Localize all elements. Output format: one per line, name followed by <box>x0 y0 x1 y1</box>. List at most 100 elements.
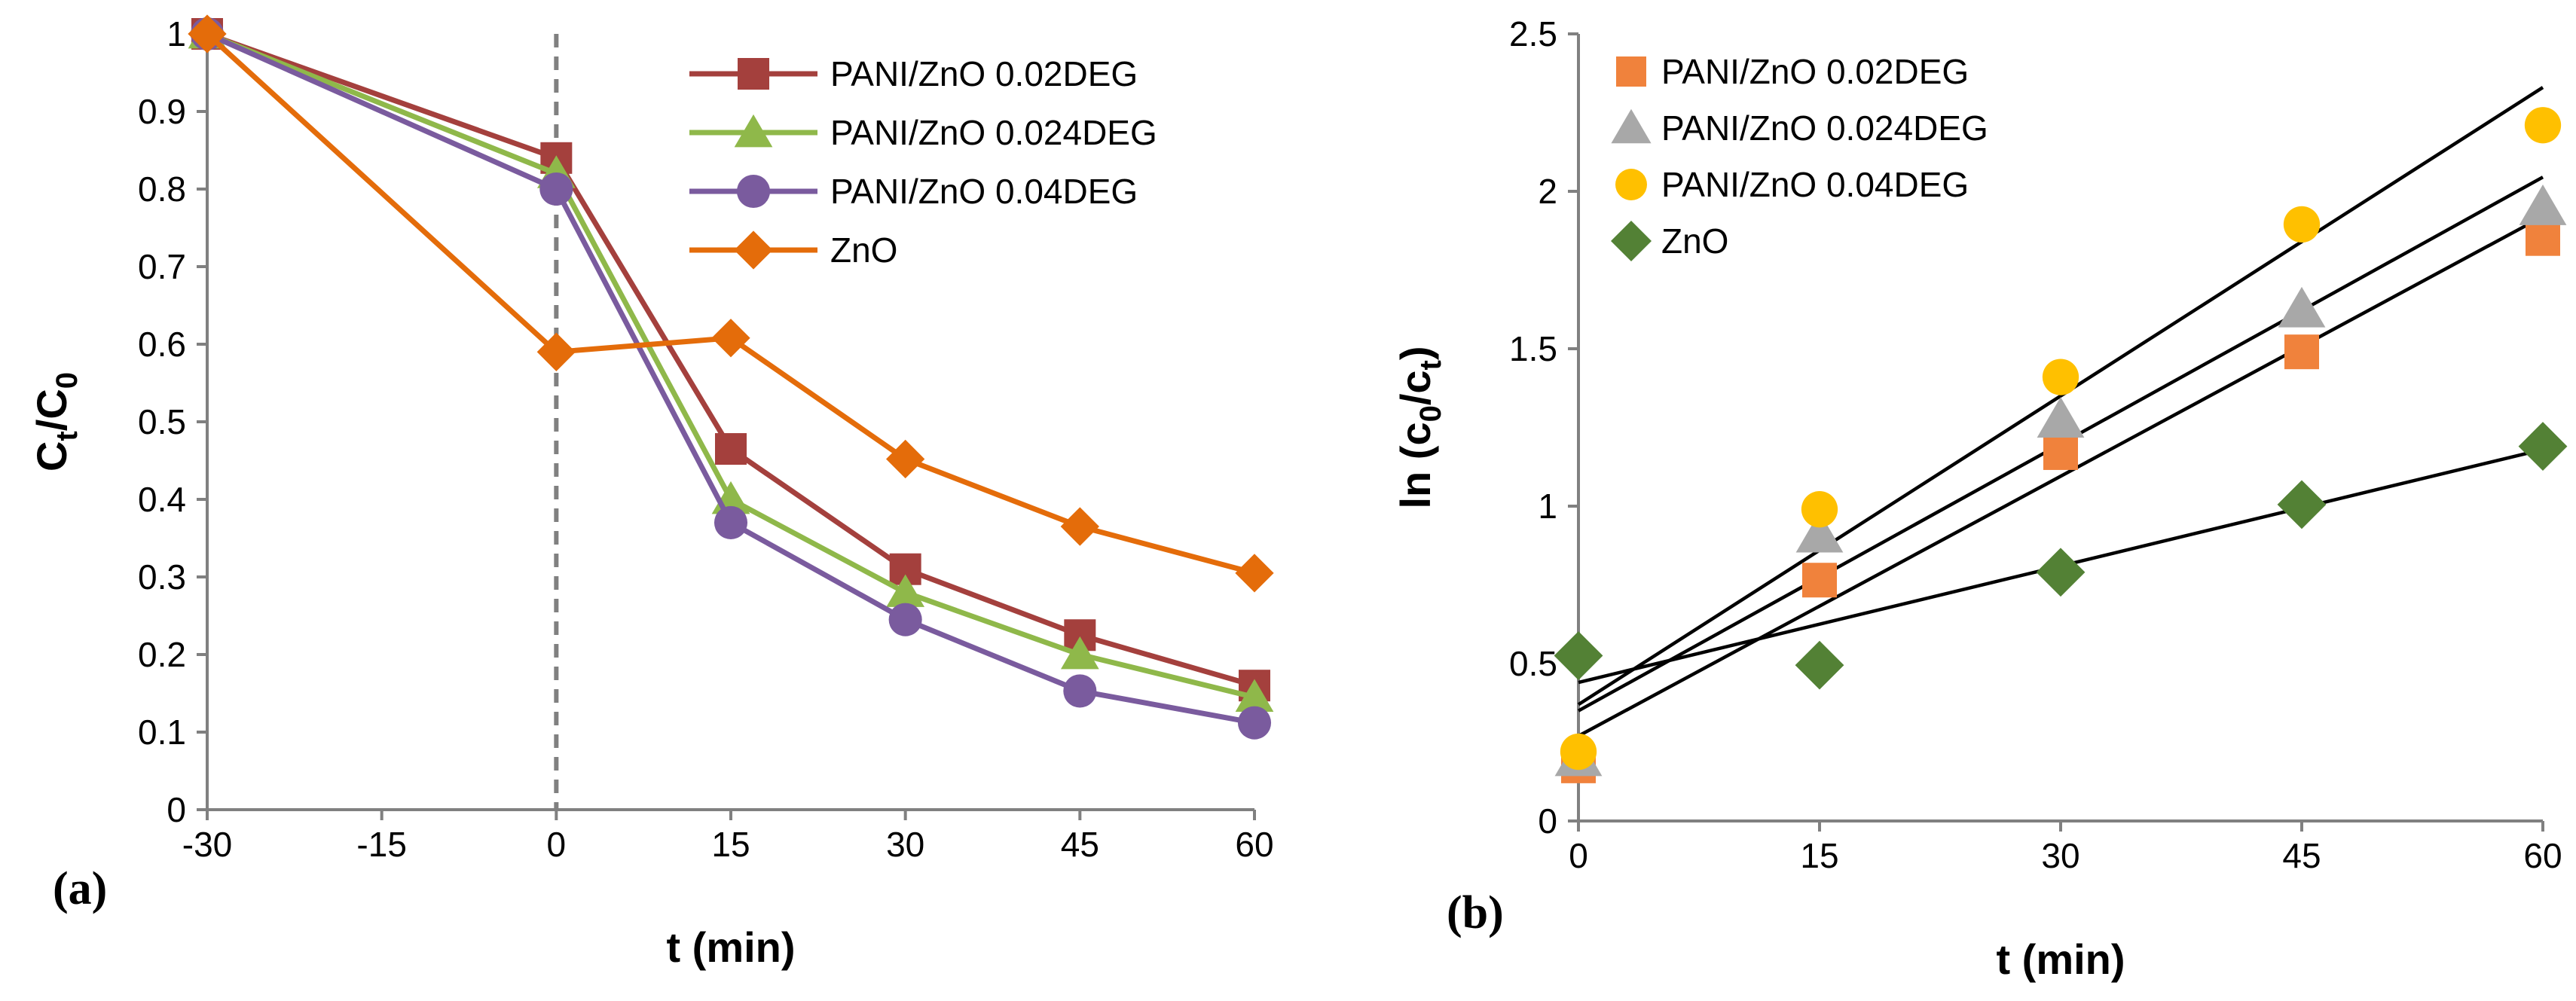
panel-b-x-tick-label: 15 <box>1800 836 1838 875</box>
panel-b-data-point <box>2283 206 2321 243</box>
panel-b-legend: PANI/ZnO 0.02DEG PANI/ZnO 0.024DEG PANI/Zn… <box>1611 52 1988 261</box>
panel-b-data-point <box>1560 733 1597 771</box>
panel-b-legend-item: PANI/ZnO 0.024DEG <box>1611 108 1988 148</box>
panel-a-legend: PANI/ZnO 0.02DEG PANI/ZnO 0.024DEG PANI/Zn… <box>689 54 1157 270</box>
panel-b-data-point <box>1554 631 1603 680</box>
panel-b-legend-label: PANI/ZnO 0.04DEG <box>1661 165 1969 204</box>
panel-a-legend-item: PANI/ZnO 0.02DEG <box>689 54 1138 93</box>
panel-a-data-point <box>715 433 747 465</box>
panel-b-chart: 00.511.522.50 15 30 45 60 PANI/ZnO 0.02DEGPA… <box>1392 14 2568 983</box>
panel-b-y-tick-label: 0 <box>1538 801 1557 841</box>
panel-b-data-point <box>2518 422 2568 471</box>
panel-b-data-point <box>1801 491 1838 528</box>
panel-a-legend-marker <box>734 230 773 270</box>
panel-a-y-tick-label: 0.2 <box>138 635 186 674</box>
panel-a-legend-label: PANI/ZnO 0.024DEG <box>830 113 1157 152</box>
panel-b-x-tick-label: 30 <box>2041 836 2079 875</box>
panel-a-series-zno <box>188 14 1274 593</box>
panel-b-y-tick-label: 2 <box>1538 172 1557 211</box>
panel-a-y-tick-label: 0.4 <box>138 480 186 519</box>
panel-a-x-tick-label: 60 <box>1235 825 1273 864</box>
panel-b-data-point <box>2042 359 2079 395</box>
panel-b-legend-item: PANI/ZnO 0.02DEG <box>1616 52 1969 91</box>
panel-a-y-tick-label: 0 <box>167 790 186 829</box>
panel-b-series-pani-zno-0-04deg <box>1560 107 2562 771</box>
panel-b-data-point <box>2037 397 2085 438</box>
panel-b-data-point <box>2277 480 2327 529</box>
panel-b-y-tick-label: 1.5 <box>1509 329 1557 368</box>
panel-b-label: (b) <box>1447 887 1504 938</box>
panel-a-data-point <box>188 14 227 53</box>
panel-a-data-point <box>1235 554 1274 593</box>
panel-a-x-tick-label: 0 <box>547 825 567 864</box>
panel-b-x-axis-title: t (min) <box>1996 935 2125 983</box>
panel-a-series-line <box>206 31 1255 726</box>
panel-a-y-tick-label: 0.3 <box>138 557 186 597</box>
panel-b-y-tick-label: 1 <box>1538 487 1557 526</box>
panel-b-data-point <box>2043 435 2078 470</box>
panel-a-x-tick-label: 30 <box>886 825 924 864</box>
panel-a-series-line <box>206 31 1255 688</box>
panel-a-chart: 0 0.1 0.2 0.3 0.4 0.5 0.6 0.7 0.8 0.9 1 -30 -15 0 15 30… <box>28 14 1274 971</box>
panel-b-series-zno <box>1554 422 2568 690</box>
panel-b-data-point <box>2036 548 2086 597</box>
panel-b-legend-marker <box>1611 108 1652 144</box>
panel-a-y-tick-label: 0.9 <box>138 92 186 131</box>
panel-a-legend-label: ZnO <box>830 230 897 270</box>
panel-a-data-point <box>1060 636 1099 670</box>
panel-a-x-tick-label: 45 <box>1061 825 1099 864</box>
panel-a-legend-marker <box>738 58 769 90</box>
panel-a-data-point <box>536 332 576 371</box>
panel-a-legend-item: PANI/ZnO 0.024DEG <box>689 113 1157 152</box>
panel-b-data-point <box>2278 286 2326 328</box>
panel-a-legend-marker <box>734 114 773 148</box>
panel-b-legend-item: ZnO <box>1611 221 1728 261</box>
panel-a-y-tick-label: 0.6 <box>138 325 186 364</box>
panel-a-data-point <box>714 505 748 539</box>
panel-a-y-tick-label: 1 <box>167 14 186 53</box>
panel-a-y-tick-label: 0.7 <box>138 247 186 286</box>
panel-b-fit-line-pani-zno-0-04deg <box>1577 86 2544 706</box>
panel-b-x-tick-label: 45 <box>2282 836 2321 875</box>
panel-a-x-axis-title: t (min) <box>666 923 795 971</box>
panel-a-label: (a) <box>53 863 107 914</box>
panel-a-y-tick-label: 0.5 <box>138 402 186 441</box>
panel-b-legend-item: PANI/ZnO 0.04DEG <box>1615 165 1969 204</box>
panel-a-data-point <box>711 319 750 358</box>
panel-a-x-tick-label: -15 <box>356 825 406 864</box>
panel-b-data-point <box>2526 221 2560 256</box>
panel-a-y-tick-label: 0.1 <box>138 713 186 752</box>
panel-b-legend-label: ZnO <box>1661 221 1728 261</box>
panel-b-data-point <box>1802 563 1837 598</box>
panel-b-data-point <box>2524 107 2562 144</box>
panel-b-legend-marker <box>1615 169 1647 200</box>
panel-a-legend-label: PANI/ZnO 0.02DEG <box>830 54 1138 93</box>
panel-a-data-point <box>886 574 925 607</box>
panel-b-data-point <box>2284 334 2319 370</box>
panel-b-legend-label: PANI/ZnO 0.02DEG <box>1661 52 1969 91</box>
panel-a-x-tick-label: 15 <box>711 825 750 864</box>
panel-a-data-point <box>886 439 925 479</box>
panel-b-x-tick-label: 60 <box>2523 836 2562 875</box>
panel-b-data-point <box>1795 511 1844 553</box>
panel-a-data-point <box>1063 674 1097 708</box>
panel-a-legend-item: PANI/ZnO 0.04DEG <box>689 172 1138 211</box>
panel-b-legend-marker <box>1611 221 1652 261</box>
panel-b-x-tick-label: 0 <box>1569 836 1588 875</box>
panel-b-y-tick-label: 0.5 <box>1509 644 1557 683</box>
panel-a-data-point <box>1235 679 1274 712</box>
panel-b-legend-label: PANI/ZnO 0.024DEG <box>1661 108 1988 148</box>
panel-a-data-point <box>1060 507 1099 546</box>
panel-b-legend-marker <box>1616 56 1646 87</box>
panel-a-series-line <box>206 31 1255 700</box>
panel-b-data-point <box>1795 640 1844 690</box>
panel-a-y-axis-title: Ct/C0 <box>28 372 84 472</box>
panel-b-y-axis-title: ln (c0/ct) <box>1392 346 1447 508</box>
panel-a-series-line <box>205 32 1255 576</box>
panel-a-legend-item: ZnO <box>689 230 897 270</box>
panel-b-y-tick-label: 2.5 <box>1509 14 1557 53</box>
panel-a-x-tick-label: -30 <box>182 825 232 864</box>
panel-b-series-pani-zno-0-02deg <box>1561 221 2560 783</box>
panel-a-data-point <box>1237 706 1272 740</box>
